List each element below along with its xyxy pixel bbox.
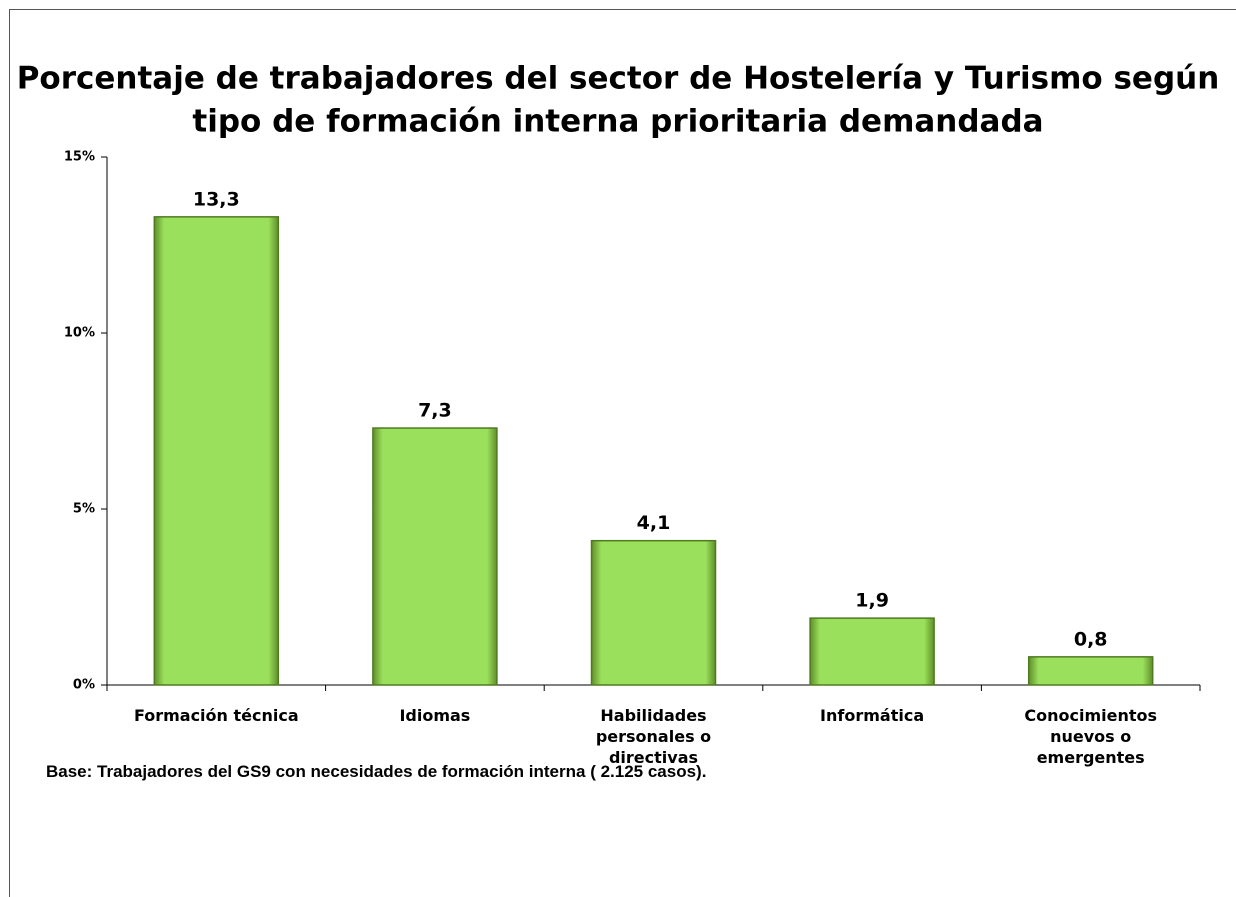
bar bbox=[590, 539, 717, 686]
bar bbox=[153, 216, 280, 686]
x-tick-label: Conocimientos nuevos o emergentes bbox=[1024, 706, 1158, 767]
y-tick-label: 0% bbox=[73, 678, 95, 693]
value-label: 4,1 bbox=[637, 512, 671, 534]
frame bbox=[9, 9, 1236, 897]
bar bbox=[372, 427, 498, 686]
y-tick-label: 15% bbox=[64, 150, 95, 165]
x-tick-label: Informática bbox=[820, 706, 925, 725]
value-label: 13,3 bbox=[193, 188, 240, 210]
y-tick-label: 10% bbox=[64, 326, 95, 341]
x-tick-label: Habilidades personales o directivas bbox=[595, 706, 712, 767]
chart-title: Porcentaje de trabajadores del sector de… bbox=[17, 61, 1220, 97]
footnote: Base: Trabajadores del GS9 con necesidad… bbox=[46, 762, 707, 781]
x-tick-label: Idiomas bbox=[399, 706, 471, 725]
bar bbox=[1027, 656, 1154, 686]
value-label: 1,9 bbox=[855, 590, 889, 612]
x-tick-label: Formación técnica bbox=[133, 706, 299, 725]
value-label: 0,8 bbox=[1074, 628, 1108, 650]
chart-title: tipo de formación interna prioritaria de… bbox=[192, 104, 1043, 140]
y-tick-label: 5% bbox=[73, 502, 95, 517]
value-label: 7,3 bbox=[418, 400, 452, 422]
bar bbox=[809, 617, 935, 686]
